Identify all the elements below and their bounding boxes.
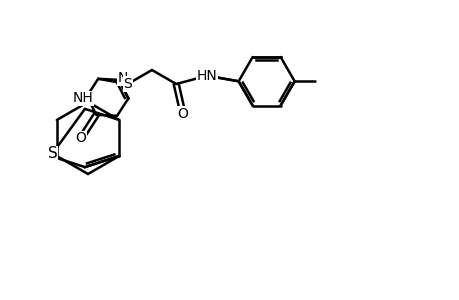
Text: NH: NH [73,91,93,105]
Text: S: S [123,77,132,91]
Text: O: O [176,107,187,121]
Text: N: N [118,71,128,85]
Text: S: S [48,146,57,161]
Text: HN: HN [196,69,217,83]
Text: O: O [75,131,86,145]
